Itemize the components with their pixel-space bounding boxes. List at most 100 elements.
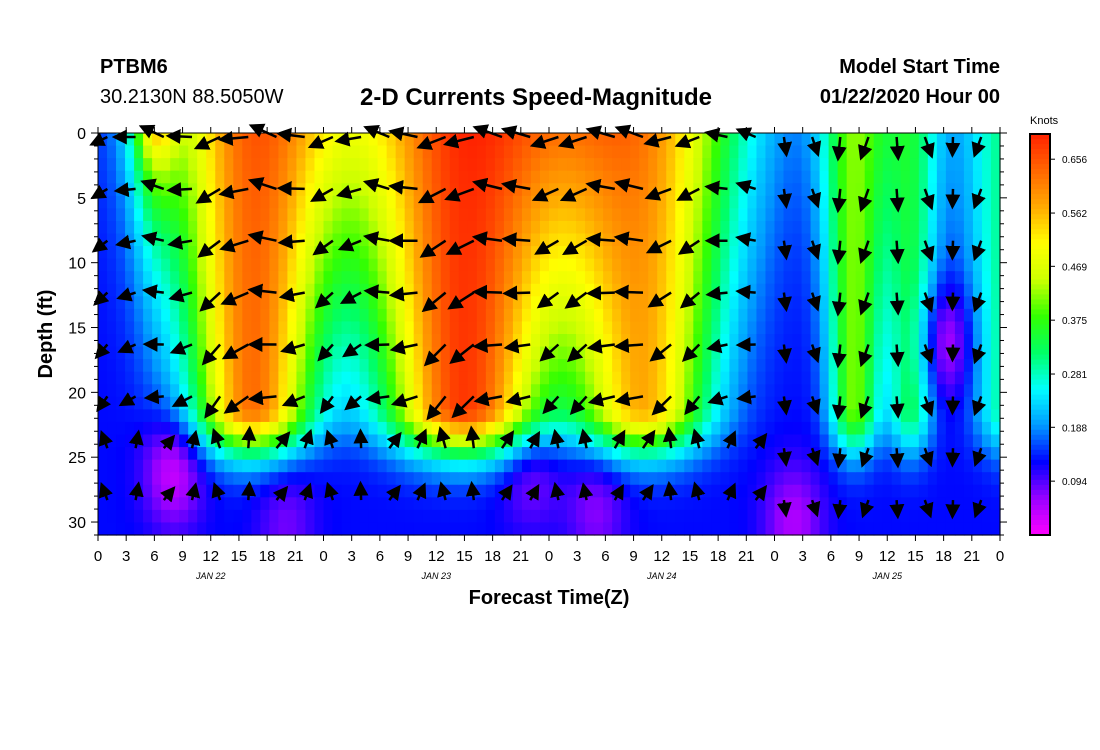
heatmap-cell <box>567 359 577 373</box>
x-tick-label: 12 <box>202 548 219 565</box>
heatmap-cell <box>990 283 1001 297</box>
heatmap-cell <box>206 271 216 285</box>
heatmap-cell <box>630 283 640 297</box>
heatmap-cell <box>711 258 721 272</box>
current-arrow <box>185 429 201 449</box>
heatmap-cell <box>512 497 523 511</box>
heatmap-cell <box>242 346 252 360</box>
heatmap-cell <box>576 170 586 184</box>
heatmap-cell <box>485 434 496 448</box>
heatmap-cell <box>891 421 902 436</box>
heatmap-cell <box>603 246 613 260</box>
heatmap-cell <box>539 447 550 461</box>
heatmap-cell <box>494 447 505 461</box>
heatmap-cell <box>738 472 749 486</box>
heatmap-cell <box>386 170 397 184</box>
heatmap-cell <box>386 195 397 209</box>
heatmap-cell <box>783 371 794 385</box>
heatmap-cell <box>882 409 893 423</box>
heatmap-cell <box>314 497 325 511</box>
heatmap-cell <box>107 195 117 209</box>
current-arrow <box>525 483 540 501</box>
heatmap-cell <box>702 396 712 410</box>
current-arrow <box>276 127 305 143</box>
heatmap-cell <box>828 195 839 209</box>
heatmap-cell <box>278 158 289 172</box>
heatmap-cell <box>368 409 379 423</box>
heatmap-cell <box>612 396 622 410</box>
heatmap-cell <box>539 170 550 184</box>
heatmap-cell <box>981 384 992 398</box>
heatmap-cell <box>449 233 460 247</box>
heatmap-cell <box>377 271 388 285</box>
heatmap-cell <box>179 258 189 272</box>
heatmap-cell <box>909 497 920 511</box>
heatmap-cell <box>260 158 270 172</box>
heatmap-cell <box>990 208 1001 222</box>
heatmap-cell <box>431 258 442 272</box>
heatmap-cell <box>512 434 523 448</box>
heatmap-cell <box>756 409 767 423</box>
heatmap-cell <box>837 208 848 222</box>
date-label: JAN 25 <box>871 571 903 581</box>
heatmap-cell <box>314 409 325 423</box>
heatmap-cell <box>558 447 568 461</box>
heatmap-cell <box>224 384 234 398</box>
heatmap-cell <box>305 459 316 473</box>
heatmap-cell <box>801 233 812 247</box>
heatmap-cell <box>981 421 992 436</box>
colorbar-swatch <box>1030 279 1050 285</box>
heatmap-cell <box>170 421 180 436</box>
heatmap-cell <box>873 421 884 436</box>
heatmap-cell <box>368 484 379 498</box>
current-arrow <box>972 499 987 519</box>
heatmap-cell <box>954 283 965 297</box>
heatmap-cell <box>639 346 649 360</box>
heatmap-cell <box>792 384 803 398</box>
heatmap-cell <box>594 447 604 461</box>
heatmap-cell <box>332 434 343 448</box>
heatmap-cell <box>738 497 749 511</box>
heatmap-cell <box>521 396 532 410</box>
heatmap-cell <box>819 158 830 172</box>
heatmap-cell <box>936 334 947 348</box>
heatmap-cell <box>215 208 225 222</box>
heatmap-cell <box>278 509 289 524</box>
heatmap-cell <box>702 371 712 385</box>
heatmap-cell <box>864 509 875 524</box>
heatmap-cell <box>783 472 794 486</box>
heatmap-cell <box>458 208 469 222</box>
heatmap-cell <box>558 158 568 172</box>
heatmap-cell <box>440 296 451 310</box>
heatmap-cell <box>494 195 505 209</box>
current-arrow <box>777 396 792 416</box>
heatmap-cell <box>233 246 243 260</box>
heatmap-cell <box>621 409 631 423</box>
heatmap-cell <box>729 371 740 385</box>
heatmap-cell <box>684 283 694 297</box>
heatmap-cell <box>269 321 279 335</box>
heatmap-cell <box>783 183 794 197</box>
heatmap-cell <box>512 522 523 536</box>
heatmap-cell <box>368 509 379 524</box>
heatmap-cell <box>404 472 415 486</box>
heatmap-cell <box>332 396 343 410</box>
heatmap-cell <box>837 434 848 448</box>
heatmap-cell <box>792 296 803 310</box>
heatmap-cell <box>612 296 622 310</box>
heatmap-cell <box>278 208 289 222</box>
current-arrow <box>945 344 961 363</box>
heatmap-cell <box>774 183 785 197</box>
current-arrow <box>277 234 305 250</box>
heatmap-cell <box>909 246 920 260</box>
heatmap-cell <box>161 158 171 172</box>
current-arrow <box>647 291 672 308</box>
heatmap-cell <box>594 459 604 473</box>
heatmap-cell <box>467 509 478 524</box>
heatmap-cell <box>368 195 379 209</box>
heatmap-cell <box>152 509 162 524</box>
heatmap-cell <box>594 271 604 285</box>
station-id: PTBM6 <box>100 56 168 78</box>
heatmap-cell <box>666 220 676 235</box>
heatmap-cell <box>494 308 505 323</box>
